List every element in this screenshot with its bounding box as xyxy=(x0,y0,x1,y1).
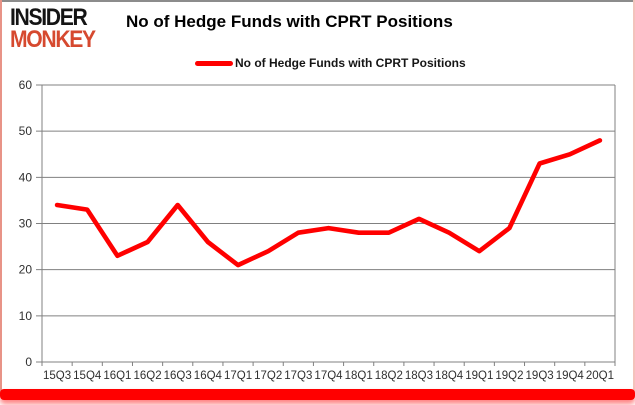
x-tick-label: 17Q1 xyxy=(224,370,252,382)
legend: No of Hedge Funds with CPRT Positions xyxy=(195,56,466,70)
legend-line-swatch xyxy=(195,60,233,66)
x-tick-label: 19Q3 xyxy=(526,370,554,382)
bottom-red-bar xyxy=(0,389,635,400)
x-tick-label: 17Q4 xyxy=(314,370,343,382)
series-line xyxy=(54,138,603,268)
x-tick-label: 16Q4 xyxy=(194,370,223,382)
frame-top-border xyxy=(0,0,635,2)
logo-word-monkey: MONKEY xyxy=(10,26,96,54)
x-tick-label: 19Q4 xyxy=(556,370,585,382)
x-tick-label: 16Q1 xyxy=(103,370,131,382)
x-tick-label: 19Q1 xyxy=(465,370,493,382)
x-tick-label: 16Q3 xyxy=(164,370,192,382)
y-tick-label: 20 xyxy=(19,263,33,277)
x-tick-label: 20Q1 xyxy=(586,370,614,382)
frame-left-border xyxy=(0,0,2,395)
x-tick-label: 17Q3 xyxy=(284,370,312,382)
chart-title: No of Hedge Funds with CPRT Positions xyxy=(126,12,453,31)
legend-label: No of Hedge Funds with CPRT Positions xyxy=(235,56,466,70)
frame-right-border xyxy=(633,0,635,395)
x-tick-label: 19Q2 xyxy=(495,370,523,382)
x-tick-label: 18Q3 xyxy=(405,370,433,382)
y-tick-label: 60 xyxy=(19,78,33,92)
y-tick-label: 10 xyxy=(19,309,33,323)
y-tick-label: 0 xyxy=(25,355,32,369)
x-tick-label: 15Q3 xyxy=(43,370,71,382)
x-tick-label: 15Q4 xyxy=(73,370,102,382)
x-tick-label: 18Q2 xyxy=(375,370,403,382)
y-tick-label: 30 xyxy=(19,217,33,231)
x-tick-label: 16Q2 xyxy=(133,370,161,382)
insider-monkey-logo: INSIDER MONKEY xyxy=(10,4,96,54)
x-tick-label: 18Q1 xyxy=(345,370,373,382)
y-tick-label: 40 xyxy=(19,170,33,184)
x-tick-label: 17Q2 xyxy=(254,370,282,382)
y-tick-label: 50 xyxy=(19,124,33,138)
x-tick-label: 18Q4 xyxy=(435,370,464,382)
logo-word-insider: INSIDER xyxy=(10,4,88,31)
